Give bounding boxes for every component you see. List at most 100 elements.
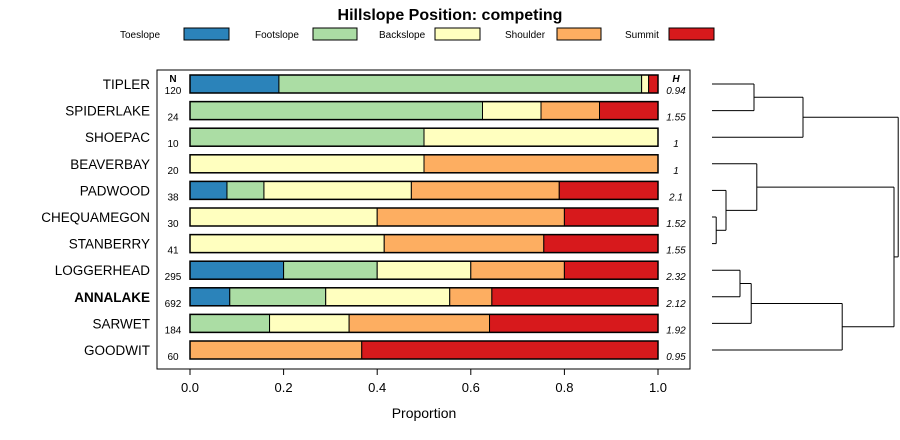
bar-padwood-toeslope <box>189 180 228 200</box>
bar-loggerhead-footslope <box>283 260 378 280</box>
bar-sarwet-backslope <box>269 313 350 333</box>
x-tick-label-1: 0.2 <box>275 380 293 395</box>
h-value-goodwit: 0.95 <box>666 352 686 363</box>
bar-tipler-backslope <box>641 74 650 94</box>
n-header: N <box>169 74 176 85</box>
bar-loggerhead-toeslope <box>189 260 285 280</box>
legend-label-shoulder: Shoulder <box>505 30 546 41</box>
legend: Toeslope Footslope Backslope Shoulder Summit <box>120 27 715 41</box>
bar-shoepac-footslope <box>189 127 425 147</box>
bar-sarwet-summit <box>489 313 659 333</box>
bar-spiderlake-backslope <box>482 101 542 121</box>
bars-group <box>189 74 659 360</box>
bar-spiderlake-summit <box>599 101 659 121</box>
legend-swatch-footslope <box>312 27 358 41</box>
n-value-stanberry: 41 <box>167 246 179 257</box>
row-label-loggerhead: LOGGERHEAD <box>55 263 151 278</box>
bar-outline-loggerhead <box>189 260 659 280</box>
bar-goodwit-summit <box>361 340 659 360</box>
h-value-shoepac: 1 <box>673 139 679 150</box>
n-value-chequamegon: 30 <box>167 219 179 230</box>
h-value-loggerhead: 2.32 <box>665 272 686 283</box>
legend-label-summit: Summit <box>625 30 659 41</box>
row-labels: TIPLER 120 0.94 SPIDERLAKE 24 1.55 SHOEPAC 10 1 B… <box>41 77 686 363</box>
bar-annalake-footslope <box>229 287 327 307</box>
x-tick-label-5: 1.0 <box>649 380 667 395</box>
n-value-tipler: 120 <box>165 86 182 97</box>
row-label-shoepac: SHOEPAC <box>85 130 150 145</box>
chart-title: Hillslope Position: competing <box>338 7 563 24</box>
row-label-spiderlake: SPIDERLAKE <box>65 104 150 119</box>
h-value-stanberry: 1.55 <box>666 246 686 257</box>
x-axis: 0.0 0.2 0.4 0.6 0.8 1.0 <box>181 369 667 395</box>
bar-annalake-summit <box>491 287 659 307</box>
h-value-annalake: 2.12 <box>665 299 686 310</box>
x-axis-label: Proportion <box>392 405 457 421</box>
legend-label-toeslope: Toeslope <box>120 30 160 41</box>
n-value-spiderlake: 24 <box>167 113 179 124</box>
h-value-sarwet: 1.92 <box>666 325 686 336</box>
x-tick-label-2: 0.4 <box>368 380 386 395</box>
bar-outline-tipler <box>189 74 659 94</box>
bar-padwood-backslope <box>263 180 412 200</box>
bar-loggerhead-summit <box>563 260 659 280</box>
bar-padwood-summit <box>558 180 659 200</box>
legend-swatch-backslope <box>434 27 481 41</box>
bar-loggerhead-shoulder <box>470 260 565 280</box>
legend-swatch-toeslope <box>183 27 230 41</box>
h-value-chequamegon: 1.52 <box>666 219 686 230</box>
x-tick-label-3: 0.6 <box>462 380 480 395</box>
bar-sarwet-shoulder <box>348 313 491 333</box>
bar-padwood-footslope <box>226 180 265 200</box>
bar-beaverbay-backslope <box>189 154 425 174</box>
bar-outline-sarwet <box>189 313 659 334</box>
bar-outline-spiderlake <box>189 100 659 121</box>
row-label-sarwet: SARWET <box>92 316 150 331</box>
bar-tipler-footslope <box>278 74 643 94</box>
bar-tipler-toeslope <box>189 74 280 94</box>
row-label-tipler: TIPLER <box>103 77 151 92</box>
x-tick-label-0: 0.0 <box>181 380 199 395</box>
h-value-padwood: 2.1 <box>668 192 683 203</box>
legend-swatch-shoulder <box>556 27 602 41</box>
n-value-sarwet: 184 <box>165 325 182 336</box>
bar-shoepac-backslope <box>423 127 659 147</box>
row-label-padwood: PADWOOD <box>80 183 150 198</box>
bar-tipler-summit <box>648 74 659 94</box>
bar-annalake-toeslope <box>189 287 231 307</box>
dendrogram <box>712 83 899 351</box>
bar-stanberry-shoulder <box>383 234 545 254</box>
row-label-chequamegon: CHEQUAMEGON <box>41 210 150 225</box>
bar-outline-shoepac <box>189 127 659 147</box>
bar-outline-annalake <box>189 287 659 307</box>
h-value-tipler: 0.94 <box>666 86 686 97</box>
bar-chequamegon-backslope <box>189 207 378 227</box>
legend-label-footslope: Footslope <box>255 30 299 41</box>
bar-padwood-shoulder <box>410 180 560 200</box>
bar-chequamegon-summit <box>563 207 659 227</box>
row-label-beaverbay: BEAVERBAY <box>70 157 150 172</box>
bar-stanberry-backslope <box>189 234 385 254</box>
bar-outline-stanberry <box>189 233 659 254</box>
n-value-beaverbay: 20 <box>167 166 179 177</box>
n-value-goodwit: 60 <box>167 352 179 363</box>
bar-outline-chequamegon <box>189 207 659 227</box>
legend-swatch-summit <box>668 27 715 41</box>
bar-chequamegon-shoulder <box>376 207 565 227</box>
bar-loggerhead-backslope <box>376 260 472 280</box>
n-value-padwood: 38 <box>167 192 179 203</box>
h-header: H <box>672 74 680 85</box>
legend-label-backslope: Backslope <box>379 30 426 41</box>
row-label-stanberry: STANBERRY <box>69 237 150 252</box>
bar-spiderlake-shoulder <box>540 101 600 121</box>
n-value-annalake: 692 <box>165 299 182 310</box>
bar-goodwit-shoulder <box>189 340 363 360</box>
bar-beaverbay-shoulder <box>423 154 659 174</box>
x-tick-label-4: 0.8 <box>555 380 573 395</box>
bar-outline-goodwit <box>189 340 659 360</box>
bar-sarwet-footslope <box>189 313 271 333</box>
n-value-shoepac: 10 <box>167 139 179 150</box>
bar-stanberry-summit <box>543 234 659 254</box>
n-value-loggerhead: 295 <box>165 272 182 283</box>
